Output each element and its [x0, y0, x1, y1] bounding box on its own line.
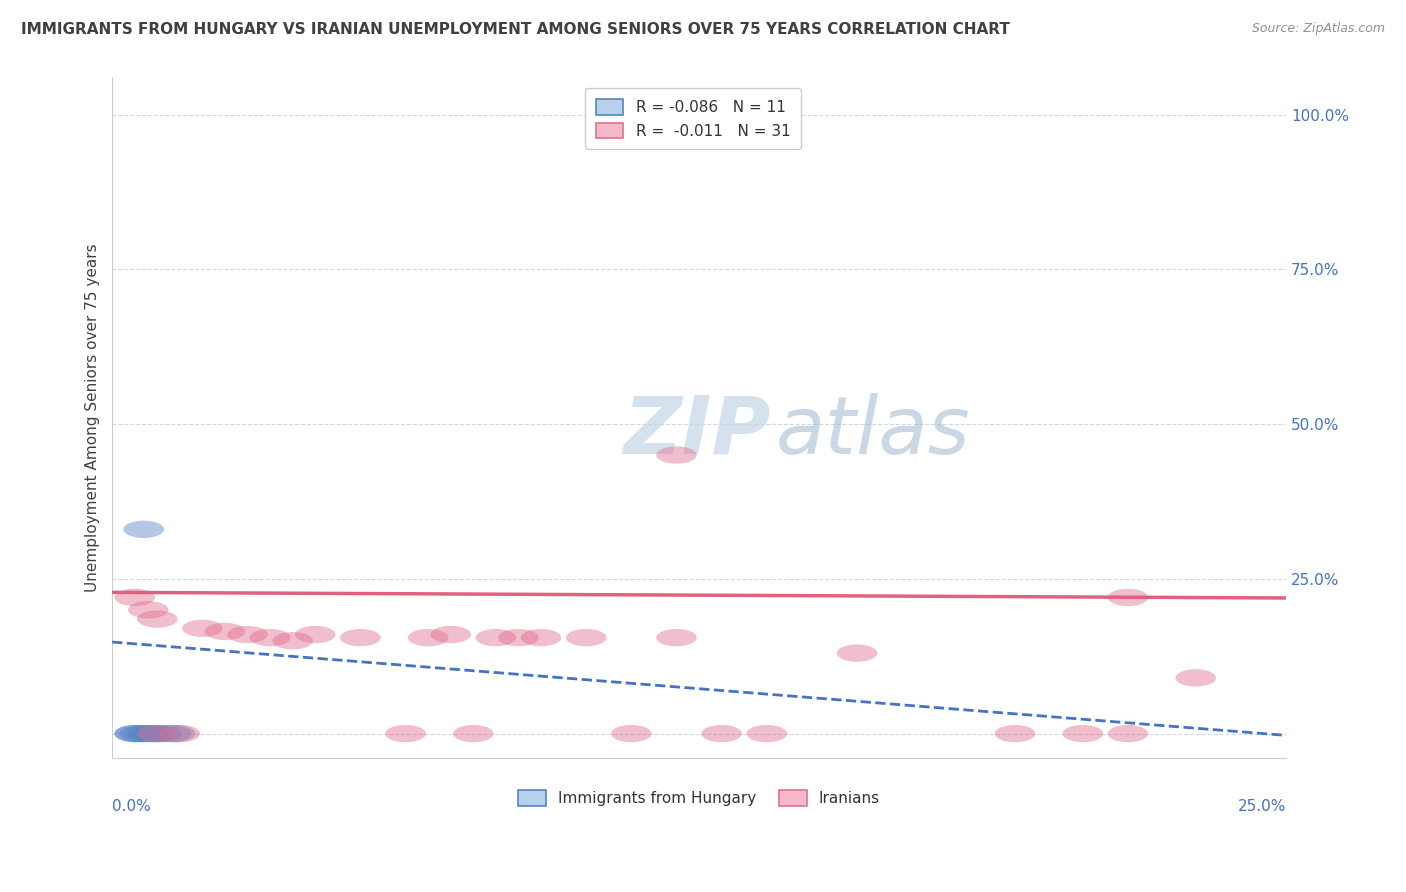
Ellipse shape: [205, 623, 245, 640]
Ellipse shape: [155, 725, 195, 742]
Ellipse shape: [1108, 589, 1149, 606]
Ellipse shape: [340, 629, 381, 647]
Ellipse shape: [124, 521, 165, 538]
Ellipse shape: [565, 629, 606, 647]
Y-axis label: Unemployment Among Seniors over 75 years: Unemployment Among Seniors over 75 years: [86, 244, 100, 592]
Ellipse shape: [132, 725, 173, 742]
Ellipse shape: [136, 725, 177, 742]
Ellipse shape: [136, 725, 177, 742]
Ellipse shape: [475, 629, 516, 647]
Ellipse shape: [995, 725, 1035, 742]
Ellipse shape: [453, 725, 494, 742]
Text: 0.0%: 0.0%: [112, 799, 150, 814]
Ellipse shape: [1063, 725, 1104, 742]
Ellipse shape: [228, 626, 269, 643]
Ellipse shape: [250, 629, 291, 647]
Ellipse shape: [612, 725, 651, 742]
Ellipse shape: [273, 632, 314, 649]
Ellipse shape: [747, 725, 787, 742]
Ellipse shape: [702, 725, 742, 742]
Text: atlas: atlas: [775, 392, 970, 470]
Ellipse shape: [1108, 725, 1149, 742]
Ellipse shape: [837, 644, 877, 662]
Ellipse shape: [657, 446, 697, 464]
Ellipse shape: [142, 725, 183, 742]
Ellipse shape: [498, 629, 538, 647]
Ellipse shape: [430, 626, 471, 643]
Ellipse shape: [520, 629, 561, 647]
Ellipse shape: [408, 629, 449, 647]
Ellipse shape: [150, 725, 191, 742]
Ellipse shape: [114, 589, 155, 606]
Ellipse shape: [1175, 669, 1216, 687]
Text: Source: ZipAtlas.com: Source: ZipAtlas.com: [1251, 22, 1385, 36]
Ellipse shape: [183, 620, 222, 637]
Text: 25.0%: 25.0%: [1237, 799, 1286, 814]
Ellipse shape: [124, 725, 165, 742]
Ellipse shape: [128, 725, 169, 742]
Legend: Immigrants from Hungary, Iranians: Immigrants from Hungary, Iranians: [512, 784, 886, 812]
Text: IMMIGRANTS FROM HUNGARY VS IRANIAN UNEMPLOYMENT AMONG SENIORS OVER 75 YEARS CORR: IMMIGRANTS FROM HUNGARY VS IRANIAN UNEMP…: [21, 22, 1010, 37]
Ellipse shape: [657, 629, 697, 647]
Ellipse shape: [159, 725, 200, 742]
Ellipse shape: [128, 601, 169, 618]
Ellipse shape: [114, 725, 155, 742]
Text: ZIP: ZIP: [623, 392, 770, 470]
Ellipse shape: [114, 725, 155, 742]
Ellipse shape: [295, 626, 336, 643]
Ellipse shape: [136, 610, 177, 628]
Ellipse shape: [120, 725, 159, 742]
Ellipse shape: [385, 725, 426, 742]
